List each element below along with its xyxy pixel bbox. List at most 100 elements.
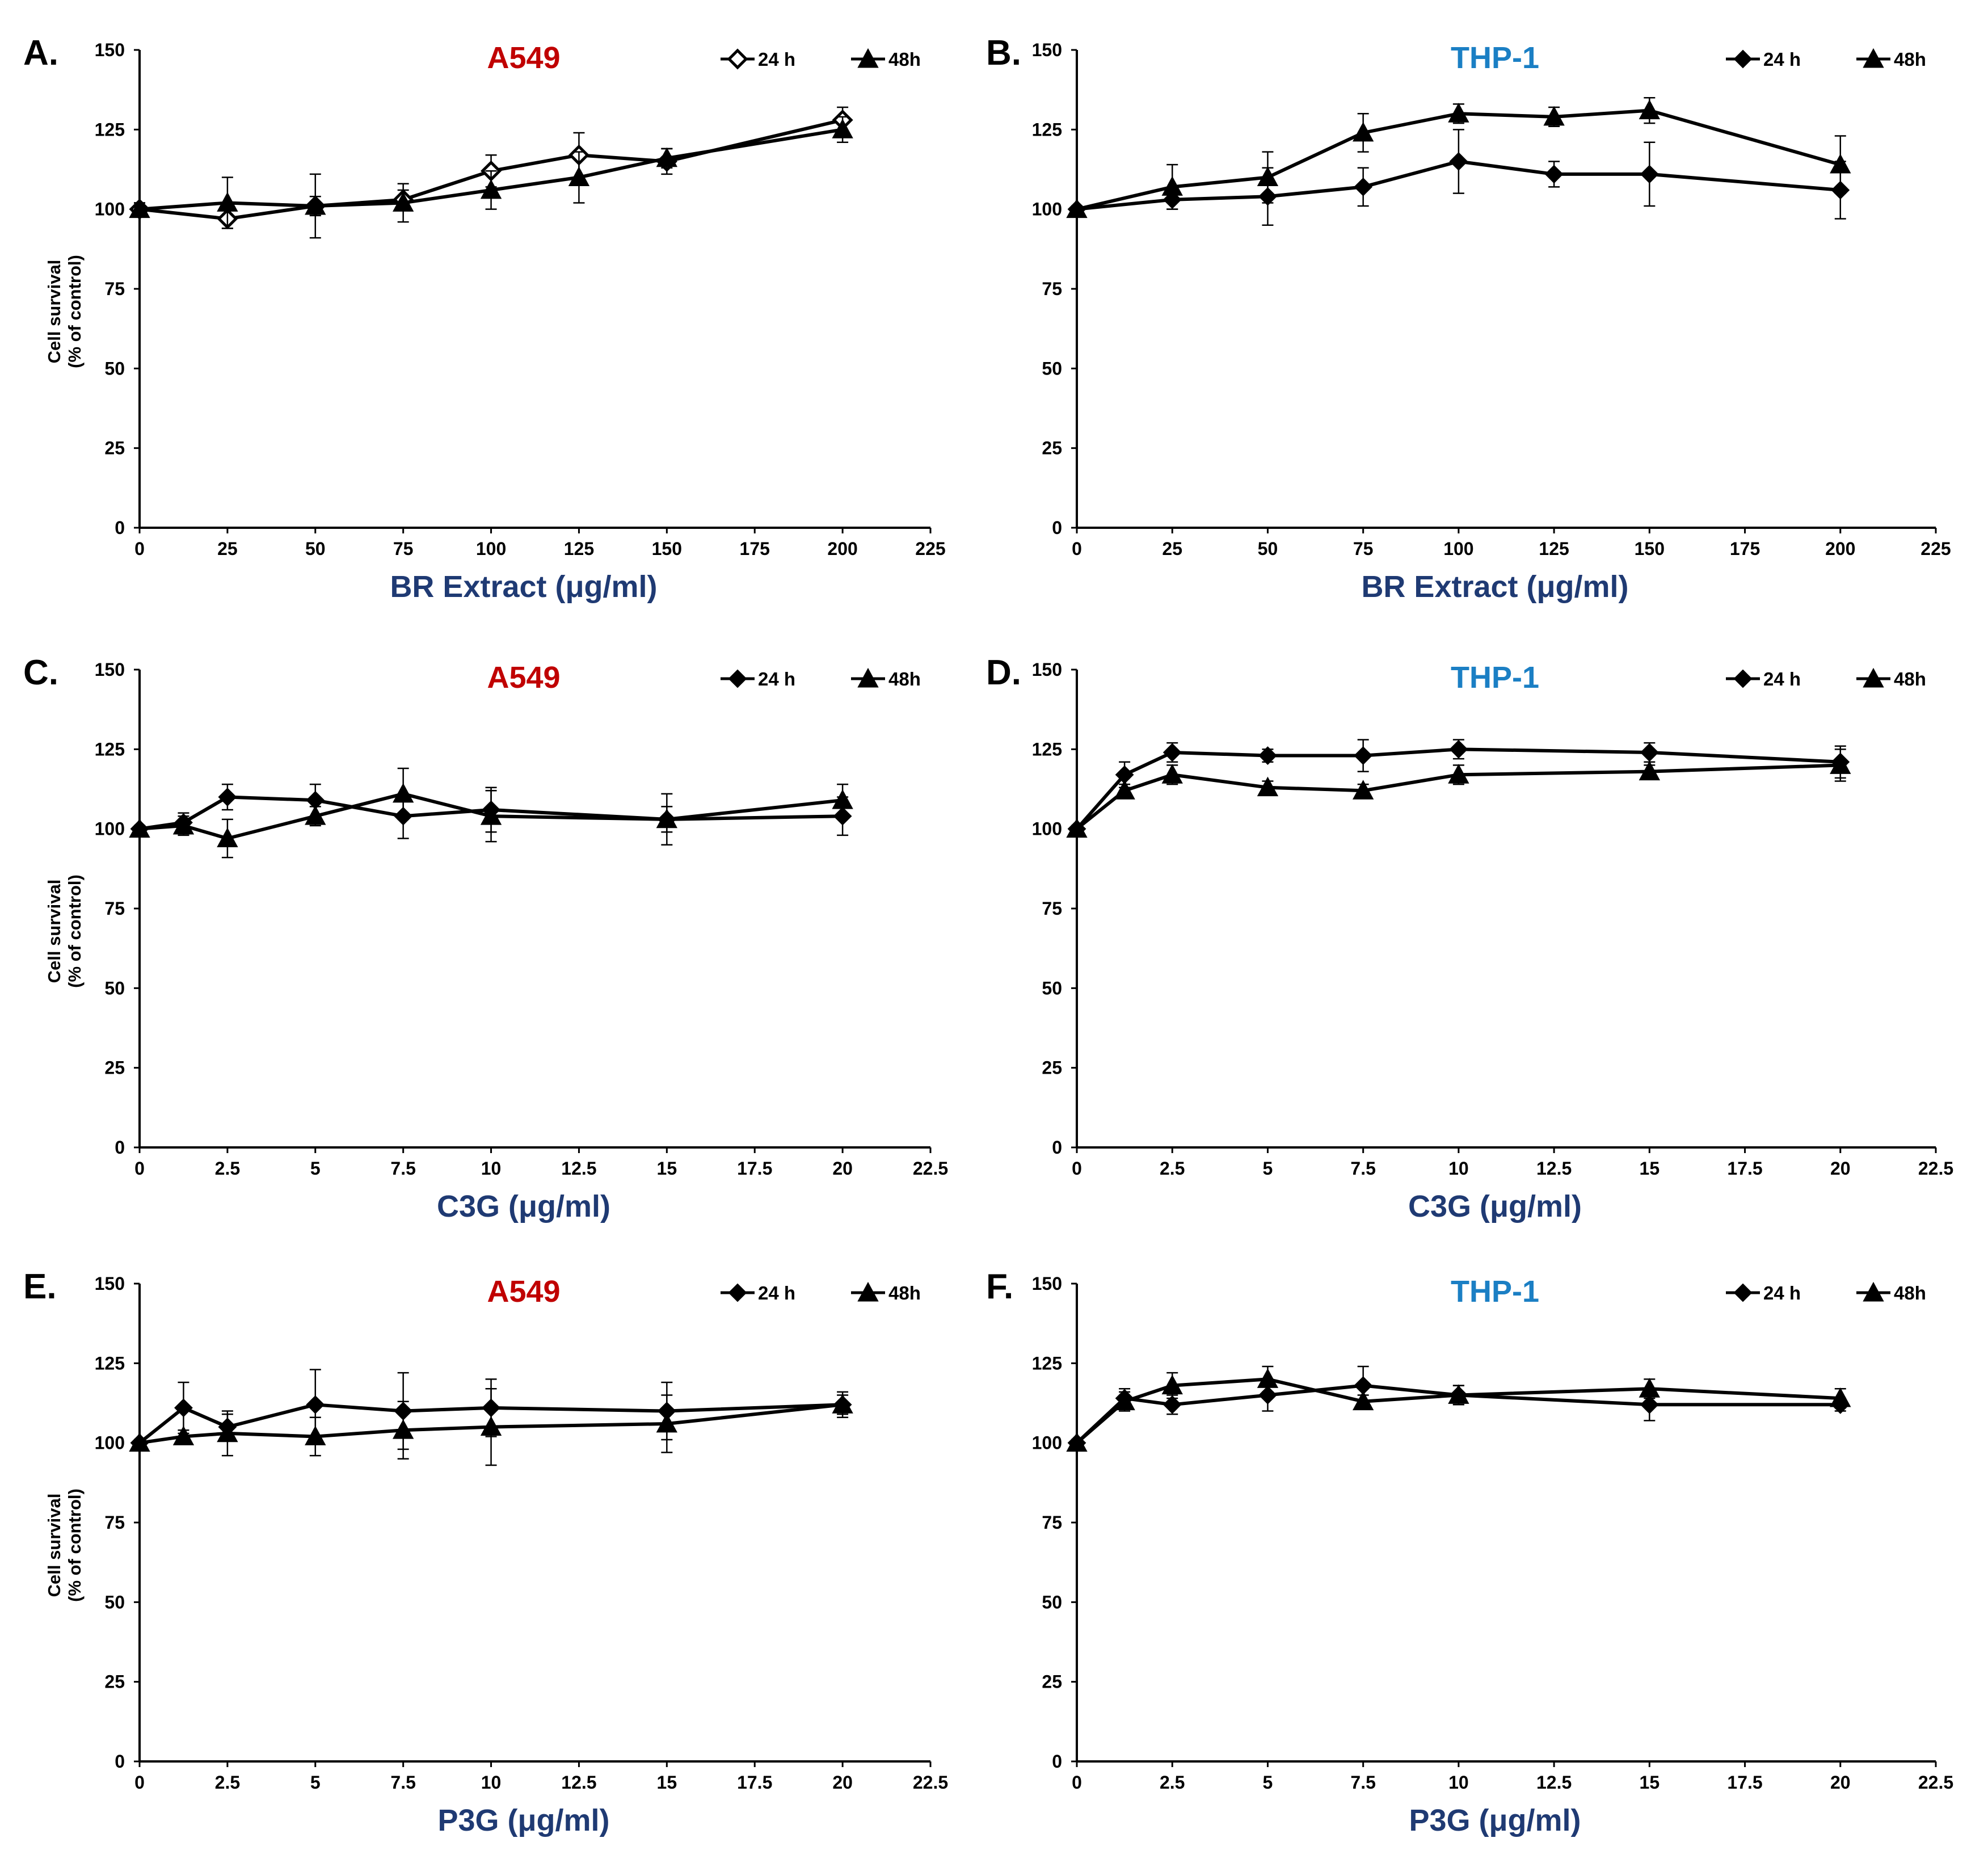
x-tick-label: 0 [134,1772,145,1793]
x-tick-label: 225 [1920,539,1951,559]
panel-label: C. [23,653,58,692]
x-tick-label: 5 [310,1158,321,1179]
x-tick-label: 10 [1448,1158,1469,1179]
x-tick-label: 12.5 [561,1772,596,1793]
legend-entry: 24 h [758,49,795,70]
data-point [172,814,195,835]
data-point [1066,818,1088,838]
data-point [1257,776,1279,797]
legend-marker [857,48,879,68]
series-line [1076,159,1841,211]
data-point [218,788,237,806]
series-48h [1066,96,1851,218]
data-point [1161,764,1183,784]
y-tick-label: 75 [104,1512,125,1533]
x-tick-label: 0 [134,1158,145,1179]
y-tick-label: 125 [1032,1353,1062,1373]
y-tick-label: 125 [1032,739,1062,759]
x-tick-label: 7.5 [1350,1772,1375,1793]
x-tick-label: 0 [134,539,145,559]
y-tick-label: 75 [1042,279,1062,299]
panel-label: B. [986,33,1021,73]
y-axis-label: (% of control) [65,874,85,988]
y-tick-label: 100 [1032,199,1062,220]
x-tick-label: 17.5 [737,1772,772,1793]
legend-marker [728,669,747,688]
y-tick-label: 100 [95,819,125,839]
y-tick-label: 150 [95,659,125,680]
x-tick-label: 20 [832,1772,853,1793]
data-point [1640,743,1659,762]
y-tick-label: 75 [104,279,125,299]
x-tick-label: 50 [1258,539,1278,559]
legend-entry: 48h [888,668,921,689]
legend-entry: 24 h [1763,1282,1801,1303]
y-tick-label: 25 [1042,438,1062,459]
series-24h [129,106,853,230]
data-point [480,179,502,199]
legend-marker [727,48,748,70]
y-tick-label: 50 [104,978,125,998]
y-tick-label: 0 [1052,518,1062,538]
x-tick-label: 5 [310,1772,321,1793]
x-axis-label: P3G (μg/ml) [437,1803,609,1837]
y-tick-label: 0 [1052,1751,1062,1772]
data-point [1114,1390,1135,1411]
data-point [1830,754,1851,774]
data-point [1639,1378,1661,1398]
y-tick-label: 150 [95,1273,125,1294]
data-point [1640,165,1659,184]
panel-label: F. [986,1267,1013,1306]
data-point [129,818,150,838]
series-line [1076,763,1840,831]
x-tick-label: 150 [1635,539,1665,559]
x-tick-label: 20 [1830,1158,1851,1179]
series-line [139,792,843,840]
y-axis-label: (% of control) [65,1488,85,1602]
data-point [1161,1374,1183,1395]
series-line [1075,747,1840,830]
legend-marker [1733,1283,1753,1302]
x-tick-label: 17.5 [1727,1772,1762,1793]
x-tick-label: 7.5 [390,1772,415,1793]
x-tick-label: 10 [481,1158,502,1179]
data-point [1830,1387,1851,1407]
legend-entry: 24 h [758,668,795,689]
chart-panel-a: A. 0 25 50 75 100 125 150 0 25 50 75 100 125 150 175 200… [23,33,946,604]
y-tick-label: 150 [1032,1273,1062,1294]
series-line [139,1403,843,1445]
y-tick-label: 25 [1042,1058,1062,1078]
x-tick-label: 125 [564,539,594,559]
y-tick-label: 75 [104,898,125,919]
data-point [1352,121,1374,142]
series-24h [1067,1365,1850,1453]
data-point [1066,1432,1088,1452]
data-point [1544,165,1564,184]
x-tick-label: 12.5 [561,1158,596,1179]
x-tick-label: 7.5 [390,1158,415,1179]
x-tick-label: 15 [657,1772,677,1793]
data-point [832,119,853,138]
y-tick-label: 125 [1032,119,1062,140]
x-tick-label: 175 [1730,539,1760,559]
x-tick-label: 15 [1640,1772,1660,1793]
x-tick-label: 15 [1640,1158,1660,1179]
x-tick-label: 10 [481,1772,502,1793]
x-tick-label: 225 [915,539,945,559]
series-48h [1066,748,1851,838]
y-tick-label: 125 [95,1353,125,1373]
series-line [1076,108,1841,211]
x-tick-label: 20 [1830,1772,1851,1793]
x-tick-label: 75 [393,539,414,559]
legend-marker [857,1281,879,1302]
data-point [305,805,326,825]
x-tick-label: 22.5 [913,1158,948,1179]
legend-entry: 48h [1894,668,1926,689]
legend-entry: 24 h [1763,668,1801,689]
chart-title: A549 [487,661,560,695]
data-point [1352,780,1374,800]
x-tick-label: 20 [832,1158,853,1179]
data-point [172,1425,195,1445]
y-axis-label: Cell survival [44,260,64,364]
chart-title: THP-1 [1451,41,1539,75]
